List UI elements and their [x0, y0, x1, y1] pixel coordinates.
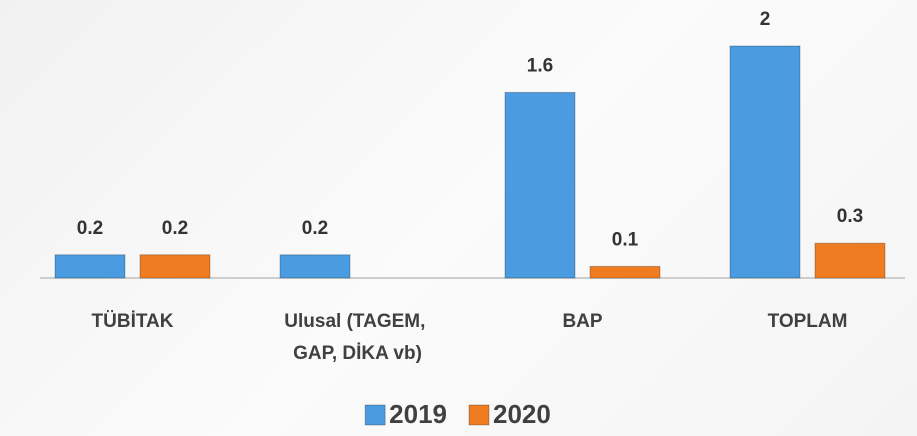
bar	[139, 254, 211, 279]
x-tick-label: BAP	[562, 311, 602, 332]
category-line: BAP	[562, 311, 602, 332]
category-line: TÜBİTAK	[92, 311, 174, 332]
legend: 2019 2020	[364, 399, 551, 429]
category-line: GAP, DİKA vb)	[293, 343, 422, 364]
legend-item: 2020	[468, 399, 551, 429]
x-tick-label: Ulusal (TAGEM, GAP, DİKA vb)	[284, 311, 430, 364]
x-tick-label: TOPLAM	[768, 311, 848, 332]
bar	[54, 254, 126, 279]
legend-label: 2019	[389, 399, 447, 429]
legend-item: 2019	[364, 399, 447, 429]
bar	[589, 265, 661, 279]
data-label: 0.2	[77, 218, 103, 239]
category-line: Ulusal (TAGEM,	[284, 311, 430, 332]
data-label: 1.6	[527, 55, 553, 76]
data-label: 0.3	[837, 206, 863, 227]
bar	[504, 91, 576, 279]
category-line: TOPLAM	[768, 311, 848, 332]
bar	[814, 242, 886, 279]
legend-label: 2020	[493, 399, 551, 429]
bar	[279, 254, 351, 279]
legend-swatch	[468, 404, 490, 426]
data-label: 0.2	[162, 218, 188, 239]
legend-swatch	[364, 404, 386, 426]
data-label: 0.1	[612, 229, 639, 250]
data-label: 2	[760, 9, 771, 30]
bar	[729, 45, 801, 279]
data-label: 0.2	[302, 218, 328, 239]
x-tick-label: TÜBİTAK	[92, 311, 174, 332]
